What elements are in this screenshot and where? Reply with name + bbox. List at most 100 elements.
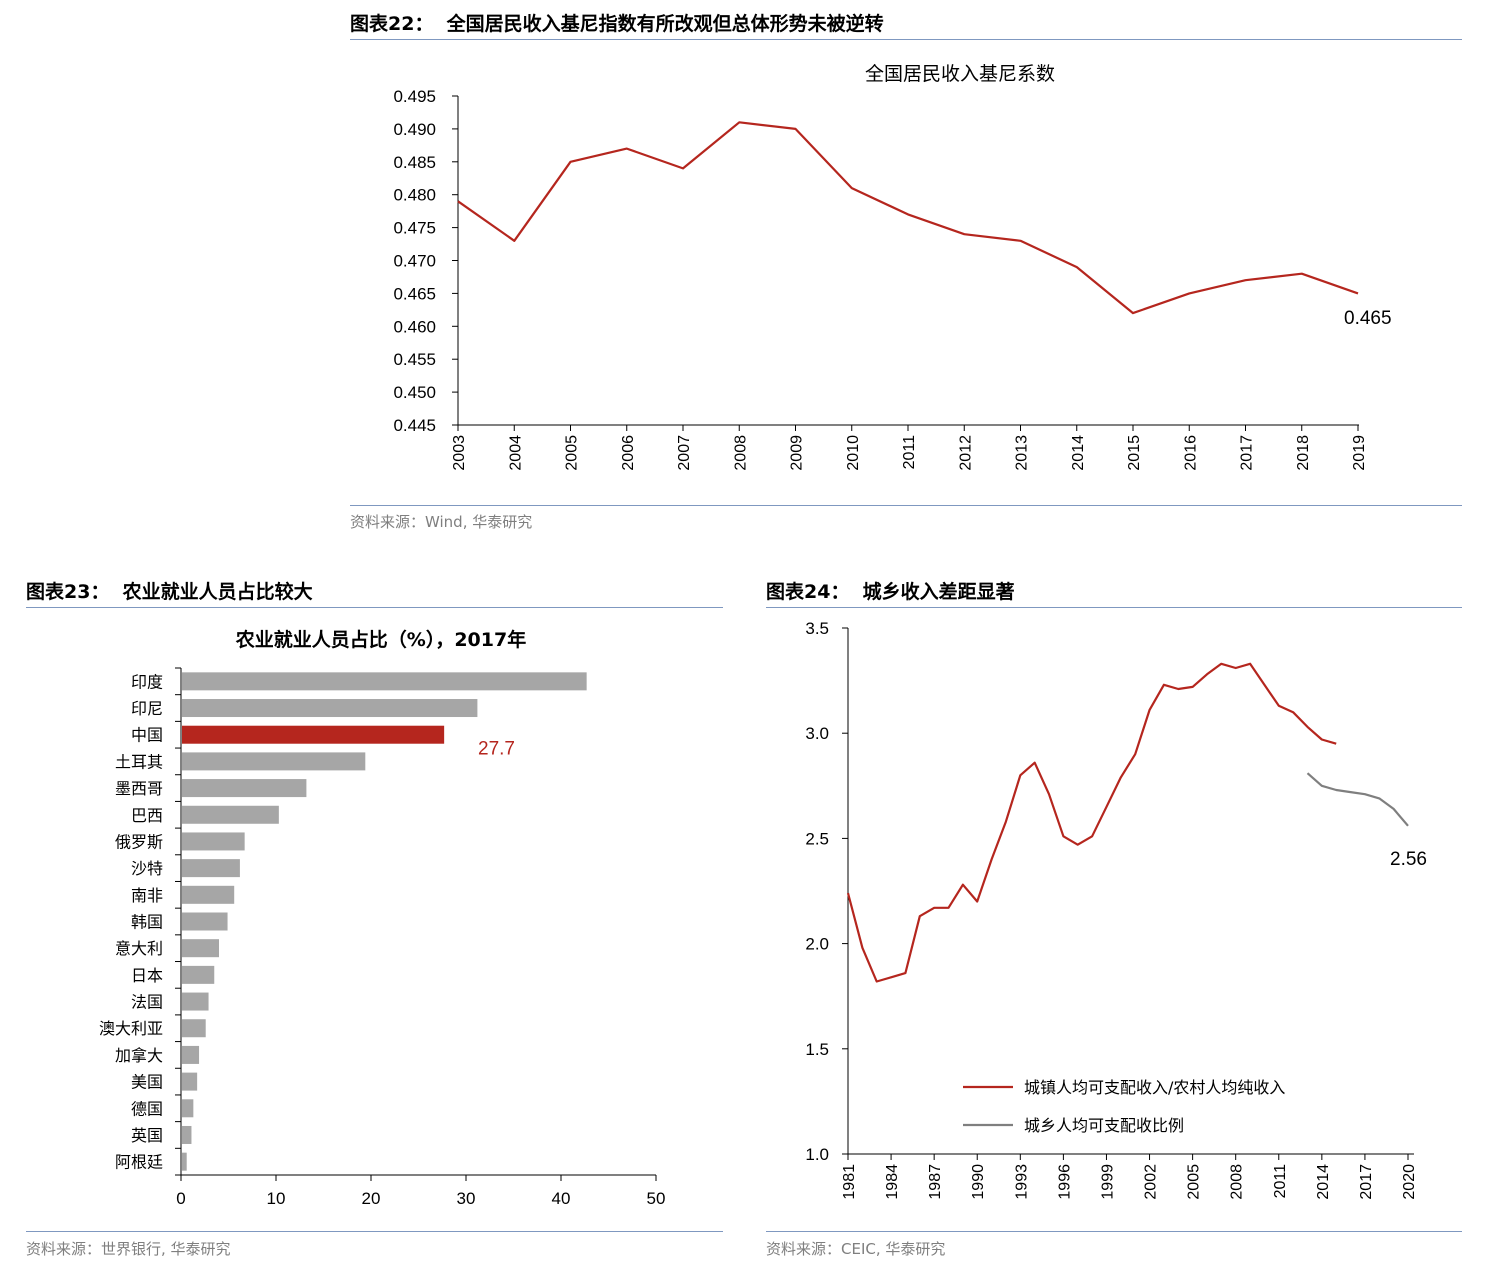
- x-tick-label: 2020: [1401, 1164, 1418, 1200]
- bar: [182, 1045, 200, 1064]
- bar: [182, 1125, 192, 1144]
- bar-highlight: [182, 725, 445, 744]
- y-category-label: 加拿大: [115, 1046, 163, 1065]
- gini-line-chart: 全国居民收入基尼系数 0.445 0.450 0.455 0.460 0.465 0.470…: [393, 63, 1392, 471]
- highlight-data-label: 27.7: [478, 739, 515, 760]
- x-tick-label: 2008: [732, 435, 749, 471]
- y-category-label: 澳大利亚: [99, 1019, 163, 1038]
- y-tick-label: 0.480: [393, 186, 436, 205]
- y-category-label: 韩国: [131, 913, 163, 932]
- x-tick-label: 2006: [620, 435, 637, 471]
- x-tick-label: 2010: [845, 435, 862, 471]
- x-tick-label: 20: [362, 1189, 381, 1208]
- bar: [182, 859, 240, 878]
- y-tick-label: 0.465: [393, 284, 436, 303]
- y-tick-label: 0.450: [393, 383, 436, 402]
- x-tick-label: 2013: [1014, 435, 1031, 471]
- figure-24-source: 资料来源：CEIC, 华泰研究: [766, 1240, 946, 1258]
- x-tick-label: 2005: [564, 435, 581, 471]
- bar: [182, 885, 235, 904]
- x-tick-label: 2003: [451, 435, 468, 471]
- bar: [182, 699, 478, 718]
- x-tick-label: 2014: [1070, 435, 1087, 471]
- bar: [182, 912, 228, 931]
- y-category-label: 英国: [131, 1126, 163, 1145]
- y-tick-label: 3.5: [805, 619, 829, 638]
- y-category-label: 巴西: [131, 806, 163, 825]
- figure-22-source: 资料来源：Wind, 华泰研究: [350, 513, 533, 531]
- y-tick-label: 0.445: [393, 416, 436, 435]
- x-tick-label: 2012: [957, 435, 974, 471]
- agri-employment-bar-chart: 农业就业人员占比（%），2017年 0 10 20 30 40 50 印度印尼中国土耳其墨西哥…: [99, 628, 666, 1208]
- legend-label: 城乡人均可支配收比例: [1024, 1116, 1184, 1135]
- bar: [182, 779, 307, 798]
- x-tick-label: 1981: [841, 1164, 858, 1200]
- figure-23-bottom-rule: [26, 1231, 723, 1232]
- x-tick-label: 2017: [1358, 1164, 1375, 1200]
- y-tick-label: 2.5: [805, 829, 829, 848]
- x-tick-label: 30: [457, 1189, 476, 1208]
- figure-22-caption: 图表22： 全国居民收入基尼指数有所改观但总体形势未被逆转: [350, 13, 884, 35]
- bar: [182, 752, 366, 771]
- bar: [182, 1152, 187, 1171]
- x-tick-label: 2014: [1315, 1164, 1332, 1200]
- urban-rural-income-ratio-line: [846, 662, 1337, 983]
- bar: [182, 672, 587, 691]
- x-tick-label: 2002: [1143, 1164, 1160, 1200]
- bar: [182, 805, 279, 824]
- y-category-label: 土耳其: [115, 752, 163, 771]
- y-tick-label: 0.475: [393, 219, 436, 238]
- x-tick-label: 1999: [1099, 1164, 1116, 1200]
- figure-24-caption: 图表24： 城乡收入差距显著: [766, 581, 1015, 603]
- y-category-label: 俄罗斯: [115, 832, 163, 851]
- y-tick-label: 1.5: [805, 1040, 829, 1059]
- legend-label: 城镇人均可支配收入/农村人均纯收入: [1024, 1078, 1285, 1097]
- x-tick-label: 2009: [789, 435, 806, 471]
- figure-23-caption: 图表23： 农业就业人员占比较大: [26, 581, 313, 603]
- chart-title: 全国居民收入基尼系数: [865, 63, 1055, 85]
- y-category-label: 阿根廷: [115, 1153, 163, 1172]
- x-tick-label: 2015: [1126, 435, 1143, 471]
- y-category-label: 墨西哥: [115, 779, 163, 798]
- x-tick-label: 2007: [676, 435, 693, 471]
- y-tick-label: 0.455: [393, 350, 436, 369]
- bar: [182, 965, 215, 984]
- x-tick-label: 2019: [1351, 435, 1368, 471]
- x-tick-label: 0: [176, 1189, 185, 1208]
- y-tick-label: 2.0: [805, 935, 829, 954]
- y-category-label: 日本: [131, 966, 163, 985]
- bar: [182, 1099, 194, 1118]
- x-tick-label: 2016: [1182, 435, 1199, 471]
- bar: [182, 1072, 198, 1091]
- y-category-label: 意大利: [115, 939, 163, 958]
- y-tick-label: 0.460: [393, 317, 436, 336]
- y-tick-label: 0.490: [393, 120, 436, 139]
- x-tick-label: 2008: [1229, 1164, 1246, 1200]
- gini-end-data-label: 0.465: [1344, 308, 1392, 329]
- x-tick-label: 1990: [970, 1164, 987, 1200]
- y-category-label: 印尼: [131, 699, 163, 718]
- y-category-label: 沙特: [131, 859, 163, 878]
- x-tick-label: 40: [552, 1189, 571, 1208]
- figure-22-top-rule: [350, 39, 1462, 40]
- x-tick-label: 2011: [901, 435, 918, 470]
- y-category-label: 德国: [131, 1099, 163, 1118]
- y-tick-label: 3.0: [805, 724, 829, 743]
- x-tick-label: 2017: [1239, 435, 1256, 471]
- x-tick-label: 2011: [1272, 1164, 1289, 1199]
- end-data-label: 2.56: [1390, 849, 1427, 870]
- x-tick-label: 50: [647, 1189, 666, 1208]
- y-tick-label: 0.470: [393, 252, 436, 271]
- bar: [182, 992, 209, 1011]
- x-tick-label: 2004: [507, 435, 524, 471]
- y-tick-label: 1.0: [805, 1145, 829, 1164]
- figure-23-source: 资料来源：世界银行, 华泰研究: [26, 1240, 231, 1258]
- x-tick-label: 1996: [1056, 1164, 1073, 1200]
- x-tick-label: 2005: [1186, 1164, 1203, 1200]
- bar: [182, 1019, 206, 1038]
- urban-rural-disposable-ratio-line: [1306, 772, 1409, 827]
- y-category-label: 法国: [131, 993, 163, 1012]
- y-tick-label: 0.485: [393, 153, 436, 172]
- figure-22-bottom-rule: [350, 505, 1462, 506]
